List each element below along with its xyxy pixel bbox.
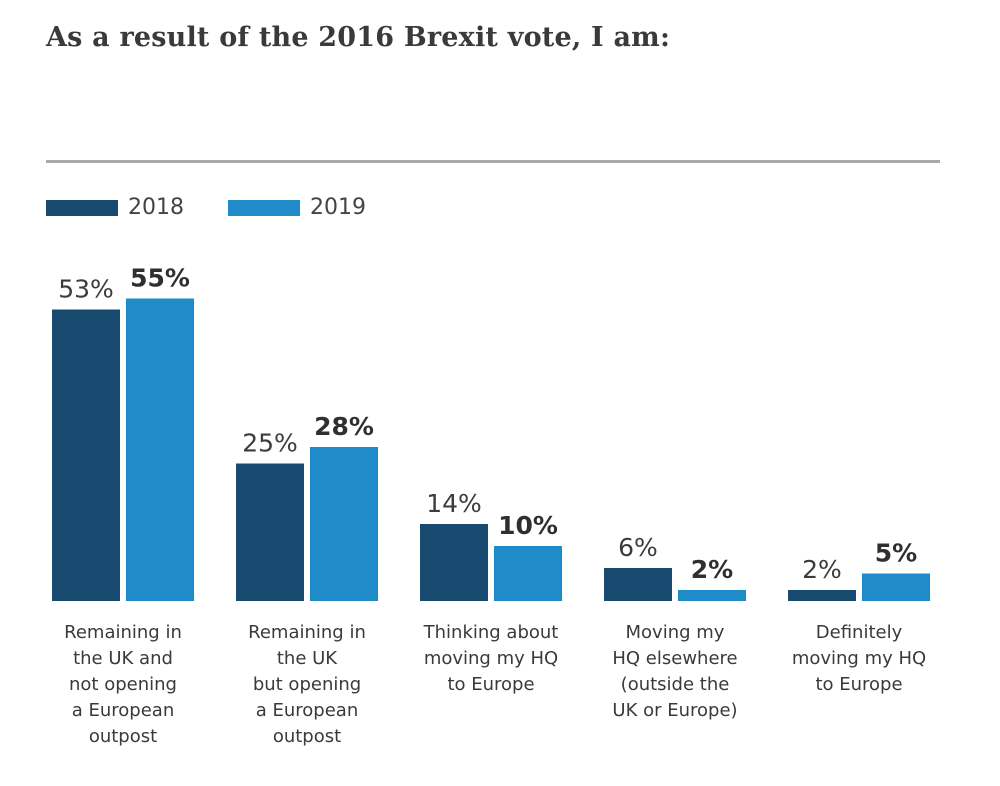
bar-2018-2 xyxy=(420,524,488,601)
value-label-2018-0: 53% xyxy=(58,275,114,304)
bar-2018-4 xyxy=(788,590,856,601)
category-label-1-line-3: a European xyxy=(256,700,359,721)
category-label-1-line-4: outpost xyxy=(273,726,341,747)
category-label-1-line-1: the UK xyxy=(277,648,338,669)
category-label-0-line-3: a European xyxy=(72,700,175,721)
value-label-2019-4: 5% xyxy=(875,539,917,568)
category-label-2-line-2: to Europe xyxy=(447,674,534,695)
value-label-2018-2: 14% xyxy=(426,489,482,518)
value-label-2019-1: 28% xyxy=(314,412,374,441)
category-label-0-line-4: outpost xyxy=(89,726,157,747)
category-label-2-line-1: moving my HQ xyxy=(424,648,558,669)
category-label-0-line-0: Remaining in xyxy=(64,622,182,643)
category-label-3-line-3: UK or Europe) xyxy=(612,700,737,721)
category-label-1-line-0: Remaining in xyxy=(248,622,366,643)
category-label-3-line-0: Moving my xyxy=(626,622,725,643)
category-label-0-line-1: the UK and xyxy=(73,648,173,669)
value-label-2018-4: 2% xyxy=(802,555,842,584)
category-label-3-line-2: (outside the xyxy=(621,674,730,695)
bar-2019-3 xyxy=(678,590,746,601)
title-divider xyxy=(46,160,940,163)
legend-item-2018: 2018 xyxy=(46,196,184,220)
category-label-4-line-1: moving my HQ xyxy=(792,648,926,669)
legend-swatch-2019 xyxy=(228,200,300,216)
legend-item-2019: 2019 xyxy=(228,196,366,220)
category-label-2-line-0: Thinking about xyxy=(423,622,559,643)
value-label-2018-3: 6% xyxy=(618,533,658,562)
bar-2019-1 xyxy=(310,447,378,601)
value-label-2019-0: 55% xyxy=(130,264,190,293)
value-label-2018-1: 25% xyxy=(242,429,298,458)
category-label-3-line-1: HQ elsewhere xyxy=(612,648,737,669)
value-label-2019-3: 2% xyxy=(691,555,733,584)
legend-label-2018: 2018 xyxy=(128,195,184,220)
bar-2019-2 xyxy=(494,546,562,601)
category-label-0-line-2: not opening xyxy=(69,674,177,695)
bar-2019-0 xyxy=(126,298,194,601)
chart-title: As a result of the 2016 Brexit vote, I a… xyxy=(46,22,671,53)
bar-2018-1 xyxy=(236,463,304,601)
legend-label-2019: 2019 xyxy=(310,195,366,220)
category-label-1-line-2: but opening xyxy=(253,674,361,695)
bar-2018-0 xyxy=(52,309,120,601)
value-label-2019-2: 10% xyxy=(498,511,558,540)
legend-swatch-2018 xyxy=(46,200,118,216)
bar-2019-4 xyxy=(862,573,930,601)
category-label-4-line-2: to Europe xyxy=(815,674,902,695)
bar-2018-3 xyxy=(604,568,672,601)
category-label-4-line-0: Definitely xyxy=(816,622,903,643)
